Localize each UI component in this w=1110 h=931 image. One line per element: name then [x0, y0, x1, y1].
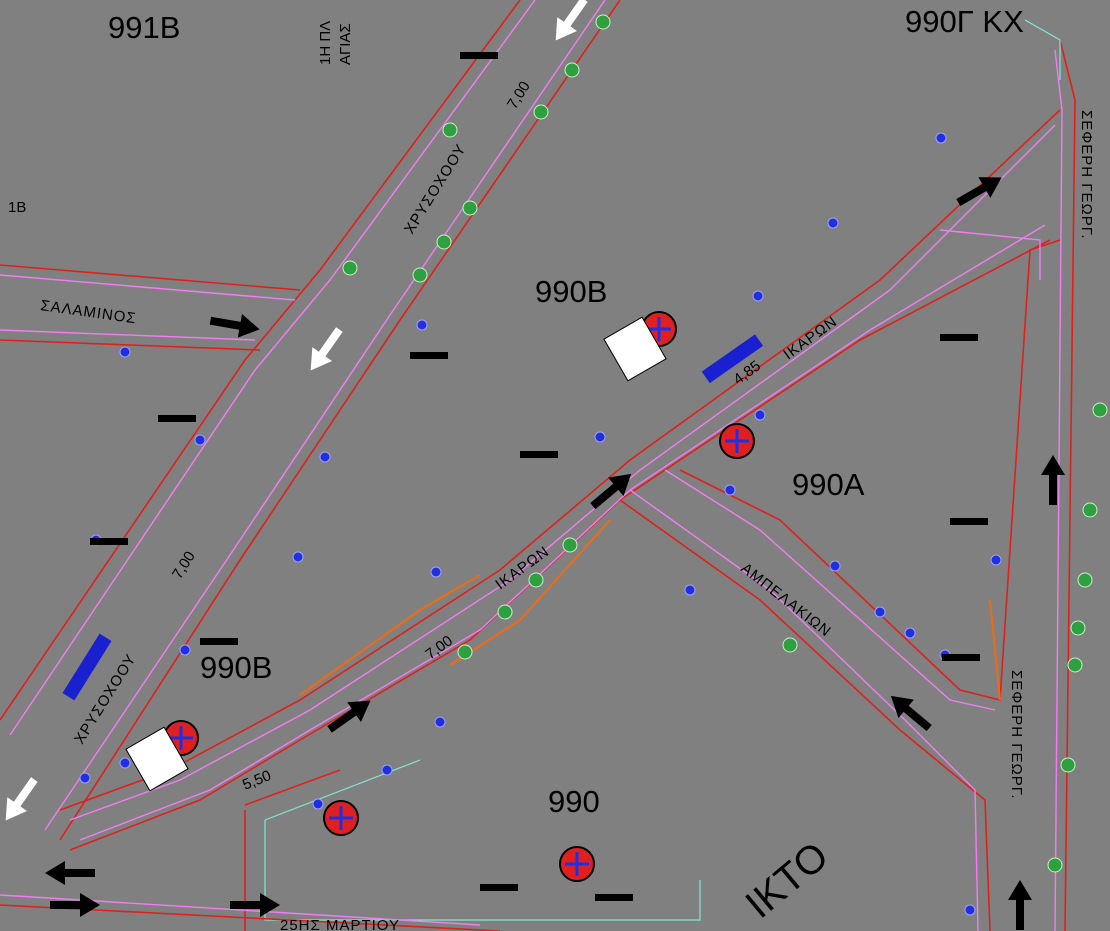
tree [1060, 757, 1076, 773]
no-parking-cross [647, 317, 671, 341]
marker [416, 319, 428, 331]
tree [528, 572, 544, 588]
arrow [50, 893, 100, 917]
marker [292, 551, 304, 563]
street-label: ΣΕΦΕΡΗ ΓΕΩΡΓ. [1078, 110, 1095, 240]
arrow [1041, 455, 1065, 505]
arrow [555, 0, 588, 41]
tree [1070, 620, 1086, 636]
dash [460, 52, 498, 59]
tree [562, 537, 578, 553]
block-label: 990Β [535, 274, 607, 309]
tree [462, 200, 478, 216]
tree [412, 267, 428, 283]
arrow [590, 473, 632, 510]
icon-sign [125, 726, 189, 792]
no-parking-cross [169, 726, 193, 750]
tree [595, 14, 611, 30]
arrow [5, 777, 38, 821]
fragment-label: ΑΓΙΑΣ [337, 23, 354, 65]
tree [436, 234, 452, 250]
marker [874, 606, 886, 618]
parking-bar [701, 334, 764, 384]
tree [1092, 402, 1108, 418]
block-label: 990Γ ΚΧ [905, 4, 1024, 39]
arrow [956, 177, 1002, 206]
marker [964, 904, 976, 916]
no-parking-cross [565, 852, 589, 876]
marker [312, 798, 324, 810]
marker [79, 772, 91, 784]
dash [90, 538, 128, 545]
arrow [209, 314, 260, 338]
arrow [310, 327, 343, 371]
marker [904, 627, 916, 639]
marker [194, 434, 206, 446]
marker [684, 584, 696, 596]
tree [342, 260, 358, 276]
marker [594, 431, 606, 443]
marker [829, 560, 841, 572]
marker [319, 451, 331, 463]
arrow [230, 893, 280, 917]
no-parking-cross [725, 429, 749, 453]
tree [442, 122, 458, 138]
marker [119, 346, 131, 358]
marker [990, 554, 1002, 566]
dash [158, 415, 196, 422]
arrow [890, 695, 932, 732]
block-label: 990Α [792, 467, 865, 502]
block-label: 990Β [200, 650, 272, 685]
tree [564, 62, 580, 78]
parking-bar [62, 633, 112, 701]
arrow [1008, 880, 1032, 930]
marker [179, 644, 191, 656]
fragment-label: 1Β [8, 199, 26, 216]
arrow [327, 700, 371, 733]
tree [1082, 502, 1098, 518]
marker [752, 290, 764, 302]
block-label: 991Β [108, 10, 180, 45]
street-label: 25ΗΣ ΜΑΡΤΙΟΥ [280, 917, 400, 931]
street-label: ΣΕΦΕΡΗ ΓΕΩΡΓ. [1008, 670, 1025, 800]
block-label: 990 [548, 784, 600, 819]
dash [942, 654, 980, 661]
dash [200, 638, 238, 645]
tree [533, 104, 549, 120]
icon-sign [603, 316, 667, 382]
tree [1077, 572, 1093, 588]
marker [935, 132, 947, 144]
marker [430, 566, 442, 578]
tree [457, 644, 473, 660]
tree [497, 604, 513, 620]
marker [119, 757, 131, 769]
tree [1047, 857, 1063, 873]
dash [410, 352, 448, 359]
dash [950, 518, 988, 525]
no-parking-cross [329, 806, 353, 830]
arrow [45, 861, 95, 885]
marker [434, 716, 446, 728]
dash [595, 894, 633, 901]
tree [782, 637, 798, 653]
marker [724, 484, 736, 496]
marker [827, 217, 839, 229]
fragment-label: 1Η ΠΛ [317, 21, 334, 65]
marker [381, 764, 393, 776]
dash [520, 451, 558, 458]
dash [480, 884, 518, 891]
marker [754, 409, 766, 421]
dash [940, 334, 978, 341]
roads [0, 0, 1076, 931]
tree [1067, 657, 1083, 673]
